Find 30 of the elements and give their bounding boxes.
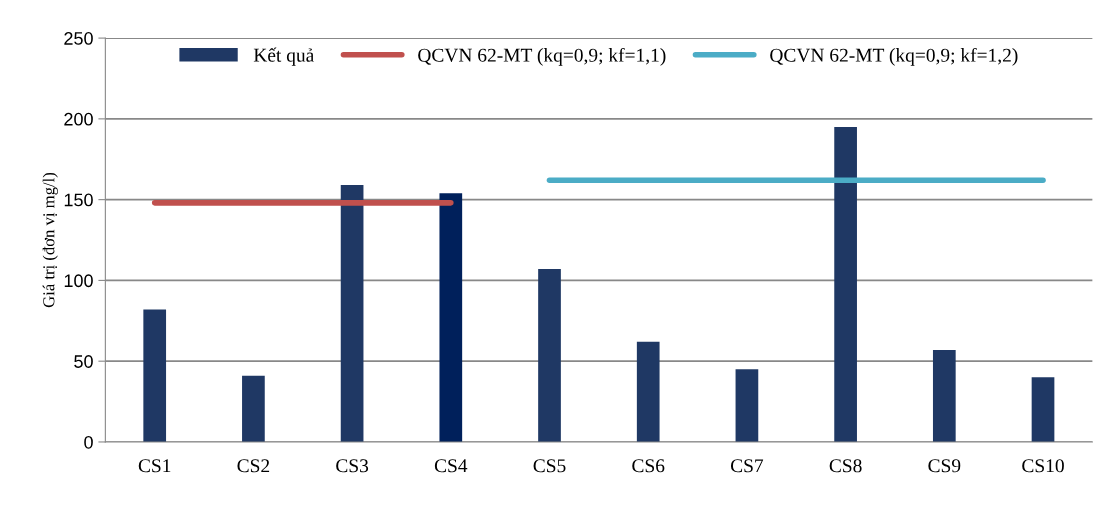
legend-label: Kết quả xyxy=(253,47,315,66)
y-tick-label: 100 xyxy=(64,274,93,288)
legend-label: QCVN 62-MT (kq=0,9; kf=1,1) xyxy=(418,47,666,66)
y-tick-label: 250 xyxy=(64,32,93,45)
x-tick-label: CS3 xyxy=(336,459,369,473)
y-tick-label: 150 xyxy=(64,193,93,207)
x-tick-label: CS5 xyxy=(533,459,566,473)
x-tick-label: CS4 xyxy=(434,459,468,473)
x-tick-label: CS6 xyxy=(632,459,665,473)
bar xyxy=(439,193,463,442)
bar xyxy=(932,349,956,442)
y-tick-label: 50 xyxy=(74,355,93,368)
bar xyxy=(834,126,857,442)
y-tick-label: 0 xyxy=(84,435,93,449)
bar xyxy=(242,375,265,442)
x-tick-label: CS8 xyxy=(829,459,862,473)
bar xyxy=(1031,377,1055,442)
bar xyxy=(636,341,660,442)
x-tick-label: CS9 xyxy=(928,459,961,473)
y-axis-title: Giá trị (đơn vị mg/l) xyxy=(42,172,58,308)
y-tick-label: 200 xyxy=(64,112,93,126)
x-tick-label: CS7 xyxy=(730,459,764,473)
bar xyxy=(143,309,167,442)
x-tick-label: CS1 xyxy=(138,459,171,473)
bar xyxy=(735,369,759,442)
legend-label: QCVN 62-MT (kq=0,9; kf=1,2) xyxy=(770,47,1018,66)
bar xyxy=(538,269,561,442)
x-tick-label: CS2 xyxy=(237,459,270,473)
bar xyxy=(340,185,364,442)
x-tick-label: CS10 xyxy=(1022,459,1064,473)
